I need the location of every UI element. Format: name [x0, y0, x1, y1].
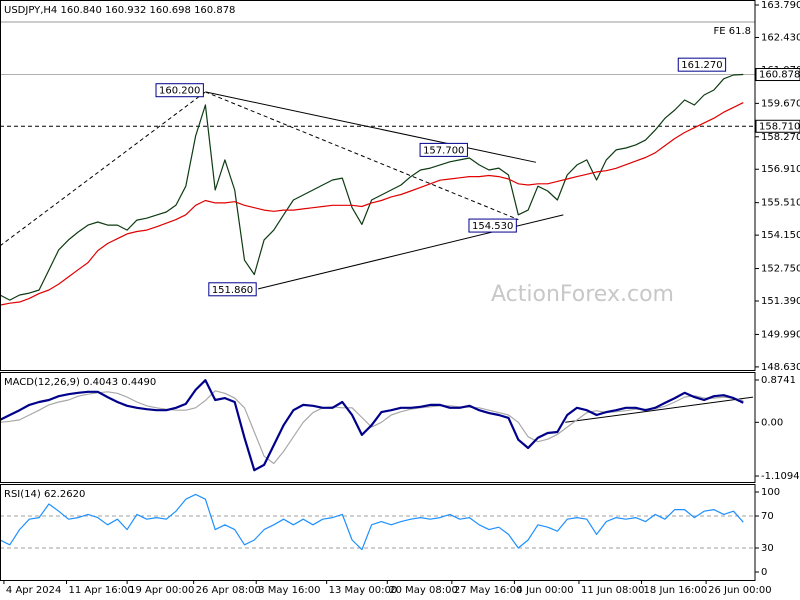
y-tick-label: 0	[761, 567, 767, 578]
annotation-label: 157.700	[423, 145, 464, 156]
panel	[0, 21, 755, 306]
y-tick-label: 163.790	[761, 0, 800, 11]
panel	[0, 379, 754, 472]
y-tick-label: 148.630	[761, 362, 800, 373]
level-label: FE 61.8	[713, 26, 751, 37]
y-tick-label: 152.750	[761, 264, 800, 275]
panel-header: USDJPY,H4 160.840 160.932 160.698 160.87…	[4, 5, 235, 16]
y-tick-label: 149.990	[761, 329, 800, 340]
y-tick-label: 30	[761, 543, 774, 554]
y-tick-label: 0.00	[761, 417, 783, 428]
x-tick-label: 19 Apr 00:00	[129, 585, 194, 596]
series-line	[0, 493, 744, 551]
y-tick-label: 70	[761, 511, 774, 522]
series-line	[0, 379, 744, 472]
panel-header: RSI(14) 62.2620	[4, 489, 85, 500]
y-tick-label: 0.8741	[761, 375, 796, 386]
x-tick-label: 27 May 16:00	[454, 585, 523, 596]
panel-header: MACD(12,26,9) 0.4043 0.4490	[4, 377, 156, 388]
panel-frame	[0, 484, 756, 581]
y-tick-label: 162.430	[761, 32, 800, 43]
x-tick-label: 26 Apr 08:00	[196, 585, 261, 596]
y-tick-label: 158.270	[761, 132, 800, 143]
level-label: 160.878	[759, 70, 800, 81]
x-tick-label: 11 Apr 16:00	[69, 585, 134, 596]
series-line	[0, 102, 744, 306]
annotation-box	[468, 218, 517, 233]
y-tick-label: 155.510	[761, 198, 800, 209]
panel-frame	[0, 0, 756, 371]
x-tick-label: 3 May 16:00	[258, 585, 320, 596]
y-tick-label: 151.390	[761, 296, 800, 307]
level-label: 158.710	[759, 121, 800, 132]
y-tick-label: 159.670	[761, 98, 800, 109]
trend-line	[0, 91, 206, 247]
x-tick-label: 20 May 08:00	[389, 585, 458, 596]
annotation-box	[677, 57, 727, 72]
annotation-box	[208, 282, 257, 297]
level-label-box	[755, 119, 800, 133]
annotation-label: 161.270	[681, 60, 722, 71]
panel-frame	[0, 372, 756, 483]
x-tick-label: 11 Jun 08:00	[581, 585, 645, 596]
annotation-label: 151.860	[212, 285, 253, 296]
annotation-box	[155, 83, 204, 98]
annotation-box	[419, 142, 468, 157]
y-tick-label: 154.150	[761, 230, 800, 241]
x-tick-label: 13 May 00:00	[329, 585, 398, 596]
trend-line	[205, 91, 519, 221]
annotation-label: 154.530	[472, 221, 513, 232]
x-tick-label: 18 Jun 16:00	[644, 585, 708, 596]
y-tick-label: 156.910	[761, 164, 800, 175]
x-tick-label: 4 Apr 2024	[6, 585, 61, 596]
panel	[0, 493, 755, 551]
series-line	[0, 73, 744, 301]
y-tick-label: -1.1094	[761, 471, 800, 482]
level-label-box	[755, 68, 800, 82]
trend-line	[205, 91, 537, 163]
x-tick-label: 26 Jun 00:00	[708, 585, 772, 596]
series-line	[0, 390, 744, 465]
x-tick-label: 4 Jun 00:00	[516, 585, 573, 596]
y-tick-label: 100	[761, 487, 780, 498]
annotation-label: 160.200	[159, 86, 200, 97]
watermark: ActionForex.com	[491, 282, 674, 307]
trend-line	[565, 396, 754, 423]
